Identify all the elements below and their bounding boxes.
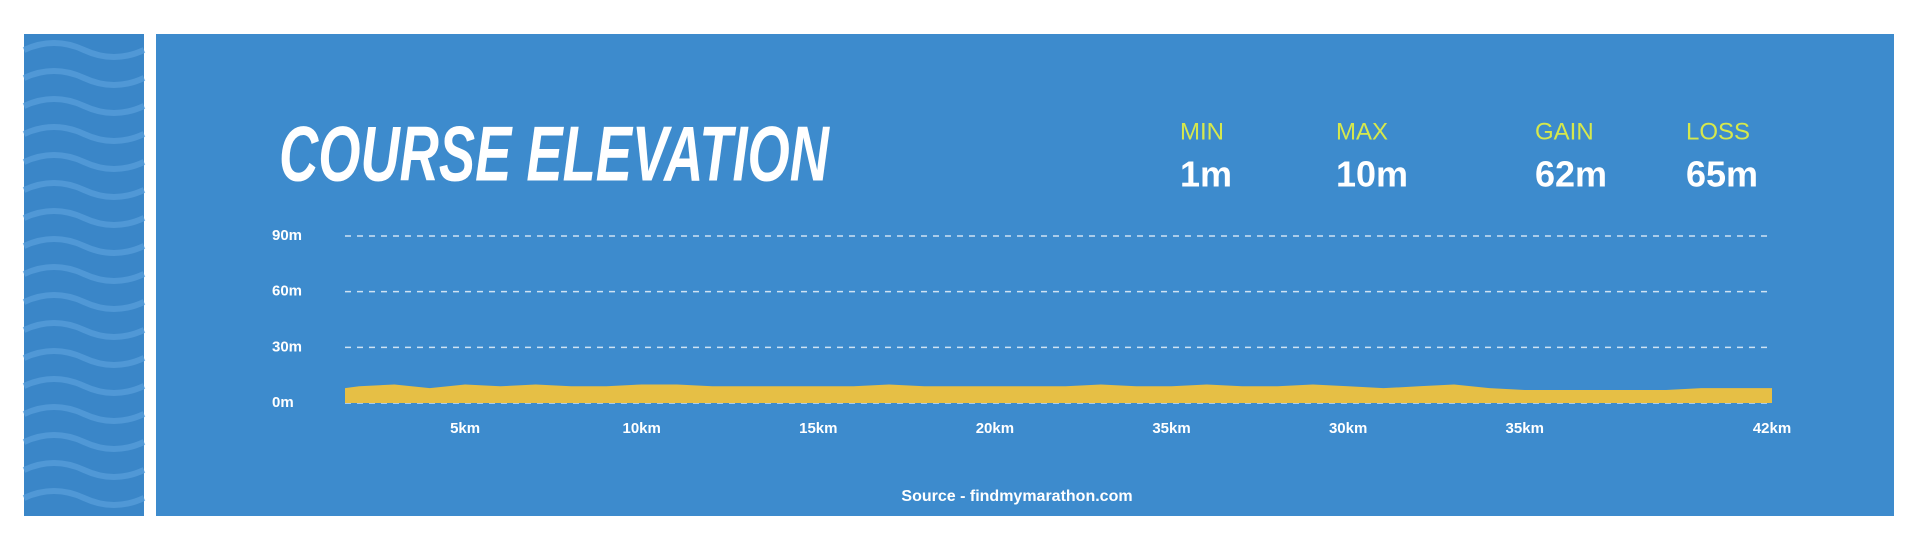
- stat-label: MAX: [1336, 118, 1388, 145]
- chart-title: COURSE ELEVATION: [279, 110, 830, 198]
- x-tick-label: 10km: [623, 420, 661, 437]
- x-tick-label: 20km: [976, 420, 1014, 437]
- stat-value: 1m: [1180, 154, 1232, 195]
- x-tick-label: 5km: [450, 420, 480, 437]
- stat-value: 65m: [1686, 154, 1758, 195]
- x-tick-label: 35km: [1506, 420, 1544, 437]
- wave-lines: [22, 40, 146, 508]
- x-tick-label: 42km: [1753, 420, 1791, 437]
- stat-value: 62m: [1535, 154, 1607, 195]
- y-tick-label: 90m: [272, 227, 302, 244]
- x-tick-label: 15km: [799, 420, 837, 437]
- elevation-area: [345, 384, 1772, 403]
- source-note: Source - findmymarathon.com: [901, 488, 1132, 505]
- stat-label: MIN: [1180, 118, 1224, 145]
- side-pattern: [22, 34, 146, 516]
- y-tick-label: 60m: [272, 283, 302, 300]
- x-tick-label: 30km: [1329, 420, 1367, 437]
- y-tick-label: 0m: [272, 394, 294, 411]
- stat-label: GAIN: [1535, 118, 1594, 145]
- main-panel: [156, 34, 1894, 516]
- stat-label: LOSS: [1686, 118, 1750, 145]
- y-tick-label: 30m: [272, 338, 302, 355]
- x-tick-label: 35km: [1152, 420, 1190, 437]
- stat-value: 10m: [1336, 154, 1408, 195]
